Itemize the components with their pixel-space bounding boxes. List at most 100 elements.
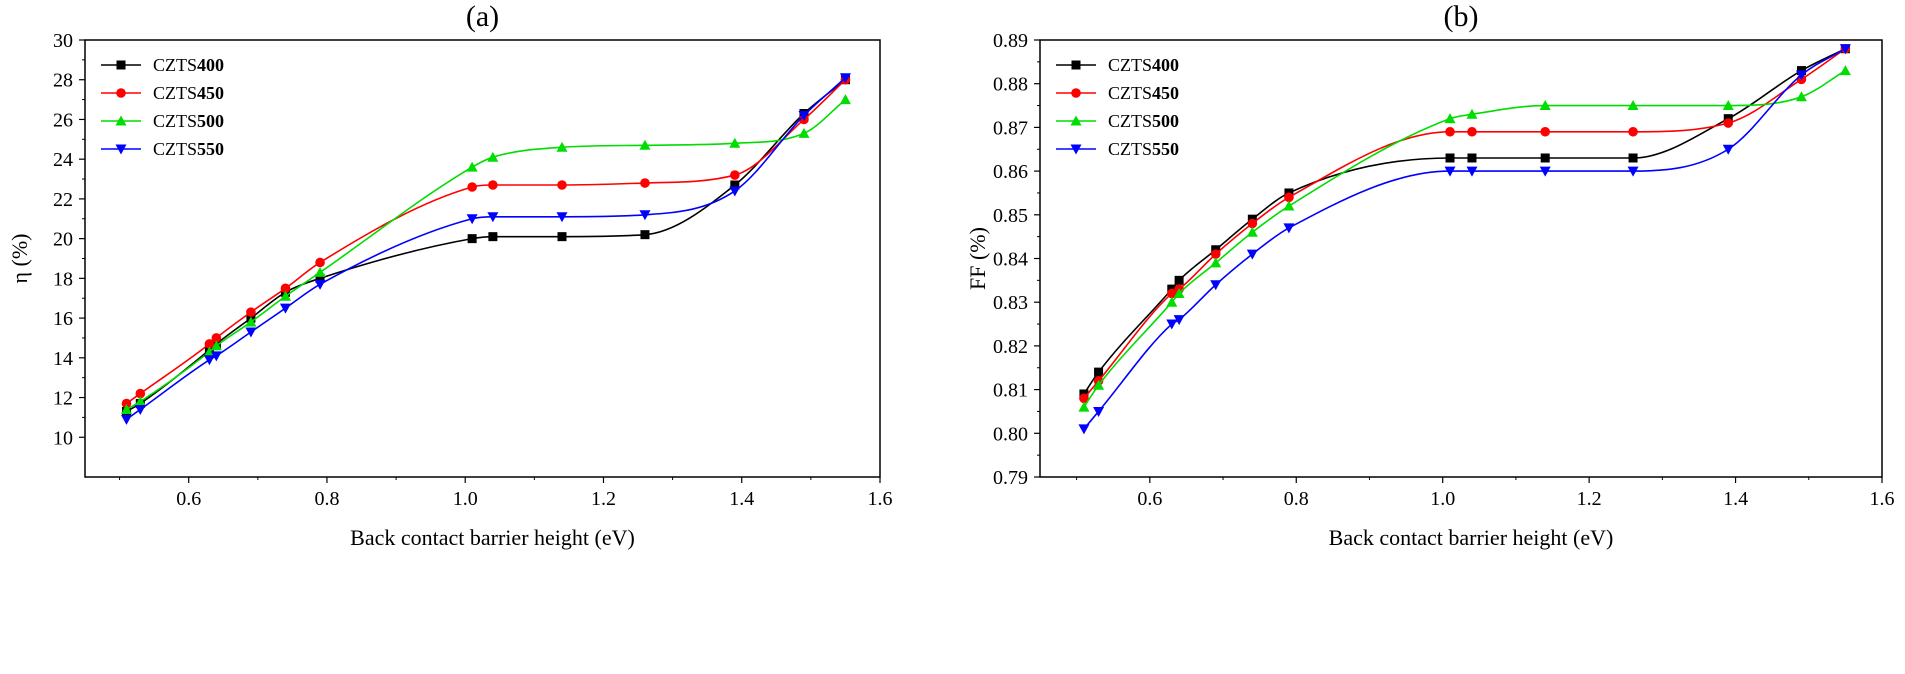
series-line (126, 77, 846, 421)
data-point (1093, 379, 1105, 390)
data-point (557, 180, 567, 190)
legend-label: CZTS500 (153, 111, 224, 131)
y-tick-label: 0.82 (993, 336, 1028, 358)
data-point (839, 94, 851, 105)
data-point (556, 212, 568, 223)
data-point (1166, 296, 1178, 307)
legend-marker (1071, 88, 1081, 98)
data-point (729, 186, 741, 197)
panel-label: (b) (1444, 0, 1479, 33)
data-point (1283, 200, 1295, 211)
data-point (245, 327, 257, 338)
x-axis-title: Back contact barrier height (eV) (1329, 525, 1614, 550)
data-point (279, 303, 291, 314)
y-tick-label: 24 (53, 149, 73, 171)
data-point (203, 346, 215, 357)
x-tick-label: 0.8 (1284, 488, 1309, 510)
x-tick-label: 1.0 (1430, 488, 1455, 510)
data-point (1173, 287, 1185, 298)
panel-label: (a) (466, 0, 499, 33)
y-tick-label: 0.87 (993, 117, 1028, 139)
legend-label: CZTS450 (153, 83, 224, 103)
data-point (1079, 393, 1089, 404)
data-point (1795, 91, 1807, 102)
y-tick-label: 22 (53, 189, 73, 211)
data-point (1445, 153, 1455, 163)
x-tick-label: 1.6 (1870, 488, 1895, 510)
y-axis-title: FF (%) (965, 227, 990, 290)
x-tick-label: 1.4 (729, 488, 754, 510)
data-point (1540, 153, 1550, 163)
data-point (1839, 44, 1851, 55)
data-point (467, 234, 477, 244)
data-point (1078, 424, 1090, 435)
legend-label: CZTS400 (153, 55, 224, 75)
series-CZTS450 (121, 74, 851, 409)
series-line (126, 79, 846, 413)
series-line (1083, 48, 1846, 399)
data-point (557, 232, 567, 242)
data-point (314, 266, 326, 277)
data-point (1444, 113, 1456, 124)
data-point (1284, 192, 1294, 203)
legend-marker (1070, 115, 1082, 126)
data-point (1627, 100, 1639, 111)
data-point (1795, 70, 1807, 81)
y-tick-label: 20 (53, 229, 73, 251)
data-point (211, 333, 222, 343)
data-point (203, 355, 215, 366)
data-point (487, 151, 499, 162)
legend-label: CZTS550 (1108, 139, 1179, 159)
data-point (1093, 406, 1105, 417)
data-point (279, 290, 291, 301)
y-tick-label: 0.84 (993, 249, 1028, 271)
data-point (1628, 126, 1638, 137)
data-point (1166, 288, 1177, 299)
legend-marker (115, 115, 127, 126)
data-point (639, 139, 651, 150)
data-point (1466, 166, 1478, 177)
data-point (1174, 275, 1184, 285)
data-point (210, 340, 222, 351)
data-point (640, 230, 650, 240)
data-point (1627, 166, 1639, 177)
data-point (639, 210, 651, 221)
x-tick-label: 1.2 (591, 488, 616, 510)
y-tick-label: 16 (53, 308, 73, 330)
data-point (1839, 65, 1851, 76)
legend: CZTS400 CZTS450 CZTS500 CZTS550 (1056, 55, 1179, 159)
y-tick-label: 0.83 (993, 292, 1028, 314)
data-point (1539, 166, 1551, 177)
legend-marker (1071, 60, 1081, 70)
series-line (1083, 48, 1846, 395)
legend-marker (116, 60, 126, 70)
data-point (1173, 315, 1185, 326)
legend-marker (115, 144, 127, 155)
data-point (246, 307, 256, 317)
y-tick-label: 18 (53, 268, 73, 290)
data-point (488, 180, 498, 190)
y-tick-label: 12 (53, 388, 73, 410)
data-point (1283, 223, 1295, 234)
data-point (1722, 144, 1734, 155)
y-tick-label: 0.88 (993, 74, 1028, 96)
data-point (1445, 126, 1455, 137)
data-point (1539, 100, 1551, 111)
data-point (1210, 280, 1222, 291)
data-point (729, 137, 741, 148)
x-tick-label: 0.8 (314, 488, 339, 510)
legend-marker (116, 88, 126, 98)
x-tick-label: 1.2 (1577, 488, 1602, 510)
data-point (466, 214, 478, 225)
data-point (245, 316, 257, 327)
data-point (314, 279, 326, 290)
x-tick-label: 1.6 (868, 488, 893, 510)
data-point (467, 182, 477, 192)
legend-label: CZTS500 (1108, 111, 1179, 131)
data-point (466, 161, 478, 172)
data-point (1467, 153, 1477, 163)
legend-marker (1070, 144, 1082, 155)
data-point (1246, 249, 1258, 260)
y-tick-label: 0.80 (993, 423, 1028, 445)
